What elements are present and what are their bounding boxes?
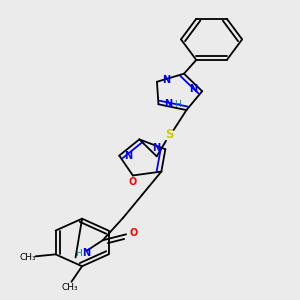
Text: O: O: [129, 177, 137, 187]
Text: CH₃: CH₃: [61, 283, 78, 292]
Text: N: N: [152, 142, 160, 153]
Text: N: N: [164, 99, 172, 109]
Text: N: N: [162, 75, 170, 85]
Text: H: H: [75, 249, 82, 258]
Text: N: N: [189, 84, 197, 94]
Text: N: N: [82, 248, 91, 259]
Text: N: N: [124, 151, 133, 160]
Text: S: S: [165, 128, 174, 141]
Text: CH₃: CH₃: [20, 253, 36, 262]
Text: H: H: [174, 100, 181, 109]
Text: O: O: [130, 228, 138, 238]
